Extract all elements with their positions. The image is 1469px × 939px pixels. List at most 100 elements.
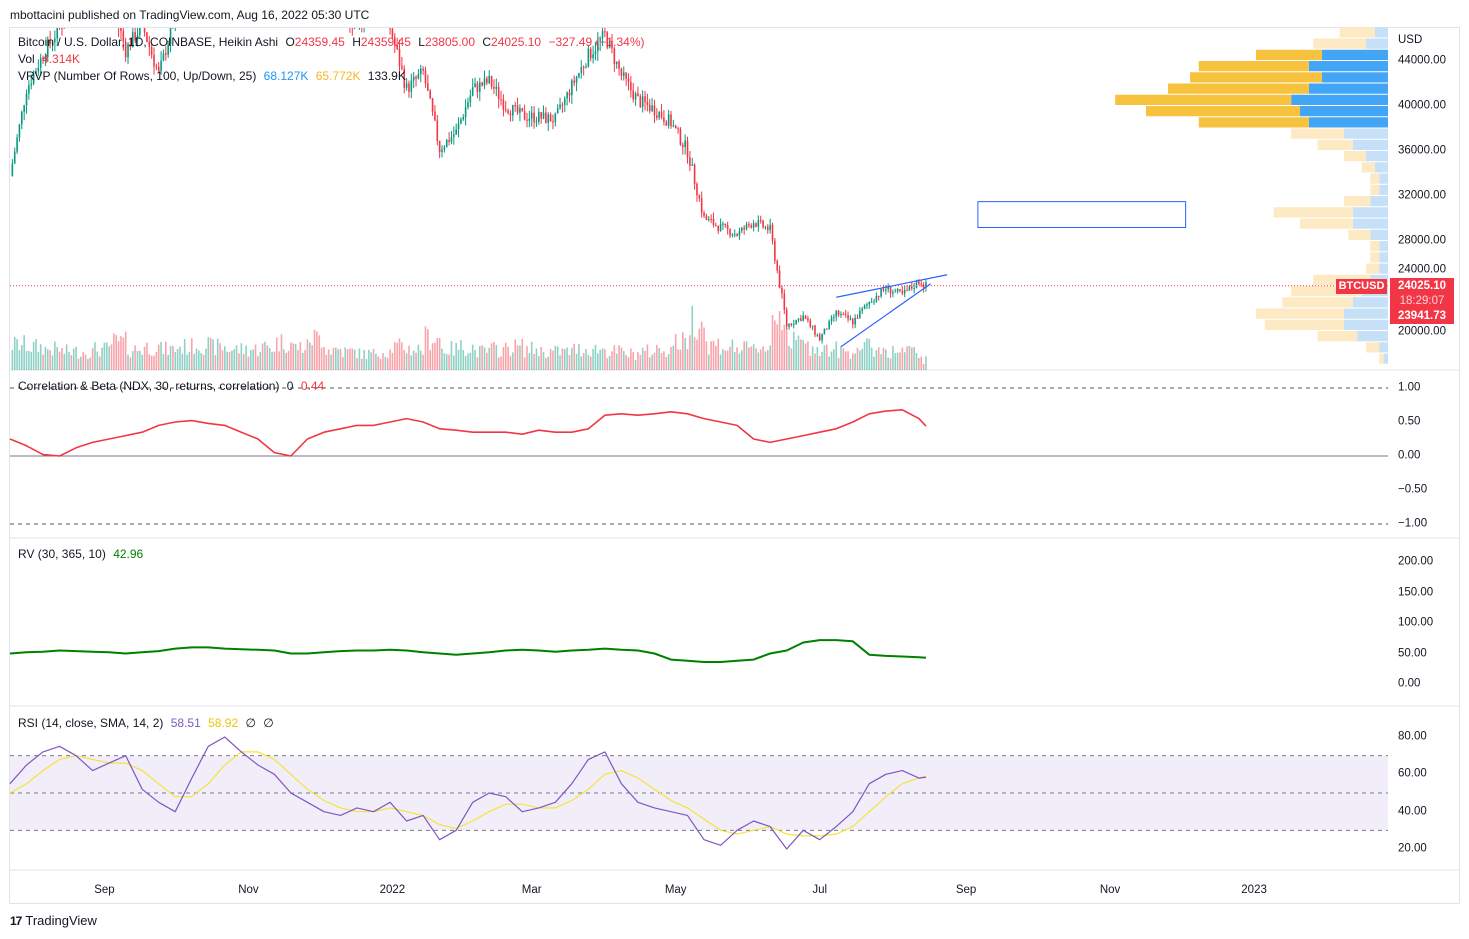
volume-bar xyxy=(792,331,795,370)
candle-body xyxy=(568,92,571,96)
volume-bar xyxy=(214,355,217,370)
volume-bar xyxy=(882,347,885,370)
candle-body xyxy=(818,334,821,341)
volume-bar xyxy=(762,346,764,370)
candle-body xyxy=(873,301,875,303)
symbol-title[interactable]: Bitcoin / U.S. Dollar, 1D, COINBASE, Hei… xyxy=(18,35,279,49)
volume-bar xyxy=(922,364,925,370)
candle-body xyxy=(507,110,509,114)
volume-bar xyxy=(323,346,325,370)
candle-body xyxy=(39,57,42,68)
vp-down-bar xyxy=(1282,297,1353,308)
volume-bar xyxy=(54,341,56,370)
volume-bar xyxy=(377,356,380,370)
volume-bar xyxy=(271,351,273,370)
vp-down-bar xyxy=(1339,27,1375,38)
volume-bar xyxy=(672,345,675,370)
volume-bar xyxy=(516,345,519,370)
volume-bar xyxy=(601,348,604,370)
rsi-value: 58.51 xyxy=(170,716,201,730)
candle-body xyxy=(434,111,436,121)
volume-bar xyxy=(37,351,40,370)
volume-bar xyxy=(729,346,731,370)
volume-bar xyxy=(42,354,44,370)
candle-body xyxy=(811,325,814,327)
candle-body xyxy=(448,140,450,142)
vp-up-bar xyxy=(1291,94,1388,105)
candle-body xyxy=(752,223,755,228)
volume-bar xyxy=(462,350,465,370)
candle-body xyxy=(445,140,448,148)
candle-body xyxy=(333,12,335,18)
volume-bar xyxy=(764,351,767,370)
volume-bar xyxy=(396,342,398,370)
vp-down-bar xyxy=(1256,308,1344,319)
candle-body xyxy=(785,309,788,327)
volume-bar xyxy=(249,350,252,370)
change-value: −327.49 (−1.34%) xyxy=(548,35,645,49)
rv-legend[interactable]: RV (30, 365, 10) 42.96 xyxy=(18,547,147,561)
candle-body xyxy=(59,25,61,27)
candle-body xyxy=(554,113,557,123)
symbol-price-tag: BTCUSD xyxy=(1336,279,1387,294)
volume-bar xyxy=(226,351,228,370)
volume-bar xyxy=(320,347,323,370)
candle-body xyxy=(778,270,781,288)
volume-bar xyxy=(556,346,559,370)
volume-bar xyxy=(233,349,236,370)
candle-body xyxy=(889,286,892,294)
volume-bar xyxy=(523,357,526,370)
volume-bar xyxy=(733,352,736,370)
candle-body xyxy=(68,15,70,16)
volume-bar xyxy=(207,337,210,370)
volume-bar xyxy=(46,349,49,370)
candle-body xyxy=(823,328,826,335)
high-label: H xyxy=(352,35,361,49)
volume-bar xyxy=(70,355,73,370)
vp-up-bar xyxy=(1308,117,1388,128)
vp-up-bar xyxy=(1352,207,1388,218)
volume-bar xyxy=(833,349,835,370)
candle-body xyxy=(493,86,495,89)
tradingview-logo[interactable]: 17 TradingView xyxy=(10,913,97,928)
candle-body xyxy=(587,48,590,67)
volume-bar xyxy=(453,355,455,370)
rsi-legend[interactable]: RSI (14, close, SMA, 14, 2) 58.51 58.92 … xyxy=(18,716,278,730)
vp-down-bar xyxy=(1313,38,1366,49)
volume-bar xyxy=(212,339,214,370)
volume-bar xyxy=(266,345,269,370)
volume-bar xyxy=(611,351,613,370)
candle-body xyxy=(412,76,415,81)
candle-body xyxy=(359,20,361,23)
volume-bar xyxy=(766,350,769,370)
candle-body xyxy=(674,125,677,129)
candle-body xyxy=(802,315,804,321)
volume-bar xyxy=(169,345,172,370)
rv-tick: 150.00 xyxy=(1398,586,1434,598)
candle-body xyxy=(497,86,500,100)
volume-bar xyxy=(741,350,743,370)
volume-bar xyxy=(535,348,538,370)
volume-bar xyxy=(818,356,821,370)
candle-body xyxy=(99,0,101,8)
candle-body xyxy=(514,105,516,107)
volume-bar xyxy=(497,357,500,370)
candle-body xyxy=(736,234,738,236)
main-legend[interactable]: Bitcoin / U.S. Dollar, 1D, COINBASE, Hei… xyxy=(18,35,649,49)
candle-body xyxy=(21,111,23,125)
candle-body xyxy=(651,105,653,112)
volume-bar xyxy=(11,349,14,370)
volume-bar xyxy=(587,354,590,370)
volume-bar xyxy=(533,353,535,370)
volume-bar xyxy=(648,357,651,370)
vrvp-legend[interactable]: VRVP (Number Of Rows, 100, Up/Down, 25) … xyxy=(18,69,410,83)
vrvp-total-value: 133.9K xyxy=(367,69,406,83)
correlation-legend[interactable]: Correlation & Beta (NDX, 30, returns, co… xyxy=(18,379,328,393)
vp-down-bar xyxy=(1317,331,1358,342)
candle-body xyxy=(707,218,710,220)
volume-legend[interactable]: Vol 4.314K xyxy=(18,52,84,66)
currency-label[interactable]: USD xyxy=(1398,34,1423,46)
candle-body xyxy=(337,9,339,16)
rv-value: 42.96 xyxy=(113,547,144,561)
